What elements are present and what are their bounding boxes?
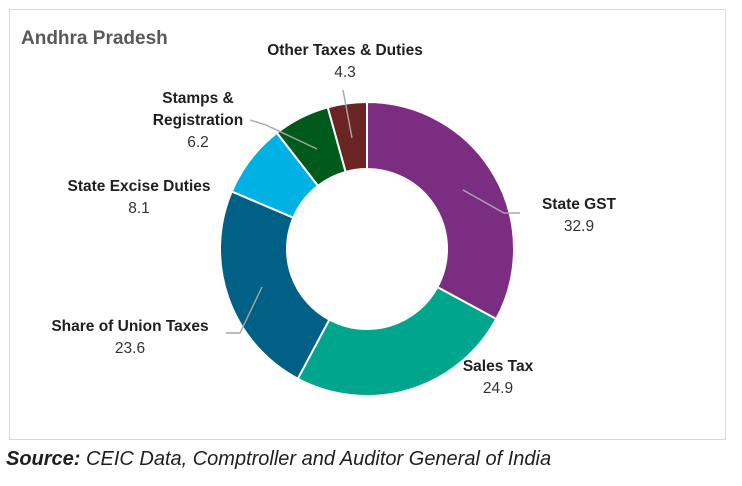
label-other-taxes-name: Other Taxes & Duties bbox=[267, 42, 423, 59]
label-share-union-taxes-value: 23.6 bbox=[114, 340, 146, 357]
leader-other-taxes bbox=[342, 89, 353, 139]
label-state-excise: State Excise Duties 8.1 bbox=[58, 176, 220, 220]
label-other-taxes-value: 4.3 bbox=[334, 64, 356, 81]
label-state-excise-name: State Excise Duties bbox=[67, 178, 211, 195]
slice-sales-tax bbox=[296, 285, 498, 397]
source-note: Source: CEIC Data, Comptroller and Audit… bbox=[6, 448, 551, 471]
chart-title: Andhra Pradesh bbox=[21, 28, 168, 49]
label-state-gst: State GST 32.9 bbox=[539, 194, 619, 238]
label-state-gst-name: State GST bbox=[541, 196, 617, 213]
leader-share-union-taxes bbox=[226, 286, 263, 334]
leader-state-gst bbox=[462, 189, 520, 214]
label-state-gst-value: 32.9 bbox=[563, 218, 595, 235]
label-sales-tax: Sales Tax 24.9 bbox=[452, 356, 544, 400]
label-stamps-registration-name: Stamps & Registration bbox=[152, 90, 244, 129]
slice-other-taxes bbox=[326, 100, 368, 174]
slice-share-union-taxes bbox=[219, 190, 331, 381]
label-other-taxes: Other Taxes & Duties 4.3 bbox=[262, 40, 428, 84]
source-label: Source: bbox=[6, 448, 81, 470]
label-sales-tax-name: Sales Tax bbox=[462, 358, 534, 375]
source-text: CEIC Data, Comptroller and Auditor Gener… bbox=[86, 448, 552, 470]
label-stamps-registration-value: 6.2 bbox=[187, 134, 209, 151]
slice-state-gst bbox=[366, 100, 515, 321]
label-sales-tax-value: 24.9 bbox=[482, 380, 514, 397]
label-state-excise-value: 8.1 bbox=[128, 200, 150, 217]
leader-stamps-registration bbox=[249, 119, 318, 150]
label-share-union-taxes: Share of Union Taxes 23.6 bbox=[42, 316, 218, 360]
label-stamps-registration: Stamps & Registration 6.2 bbox=[143, 88, 253, 154]
label-share-union-taxes-name: Share of Union Taxes bbox=[51, 318, 209, 335]
